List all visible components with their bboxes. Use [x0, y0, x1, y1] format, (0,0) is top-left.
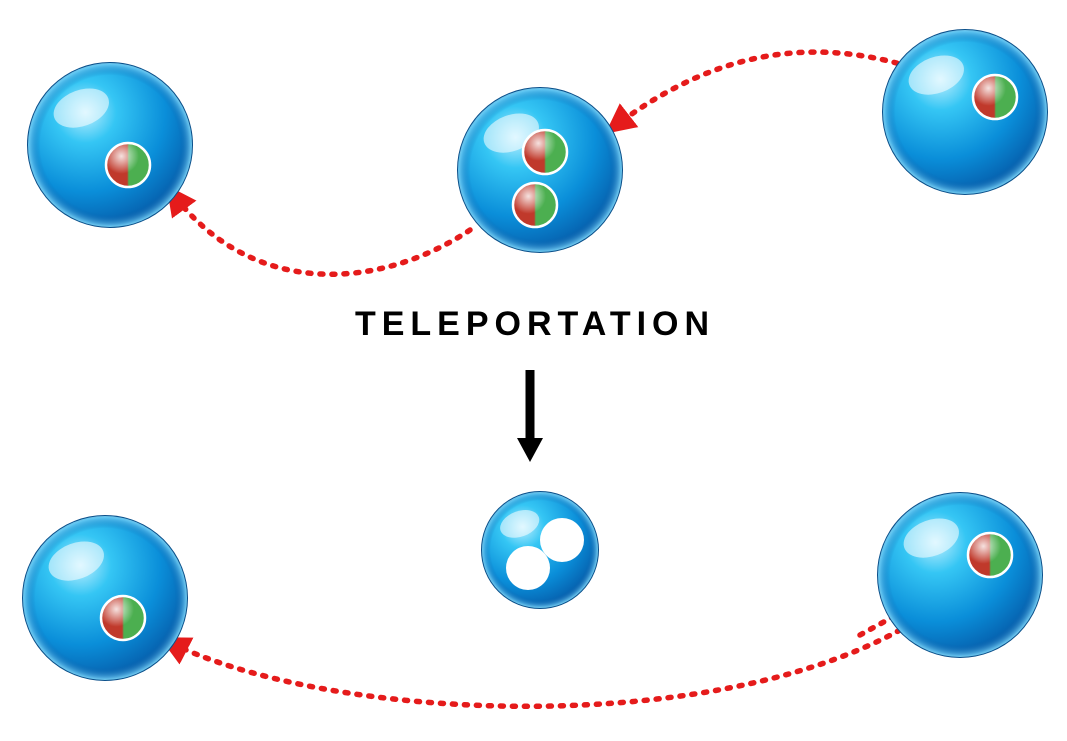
dotted-path-top_mid_to_left — [170, 190, 470, 274]
sphere-top_right — [883, 30, 1047, 194]
sphere-bot_right — [878, 493, 1042, 657]
diagram-title: TELEPORTATION — [355, 305, 715, 343]
dotted-path-bot_left — [165, 630, 900, 706]
empty-particle-icon — [506, 546, 550, 590]
diagram-canvas: TELEPORTATION — [0, 0, 1067, 741]
down-arrow-icon — [517, 370, 543, 462]
sphere-bot_left — [23, 516, 187, 680]
empty-particle-icon — [540, 518, 584, 562]
sphere-top_left — [28, 63, 192, 227]
dotted-path-top_right_to_mid — [610, 52, 920, 130]
sphere-bot_mid — [482, 492, 598, 608]
sphere-top_mid — [458, 88, 622, 252]
